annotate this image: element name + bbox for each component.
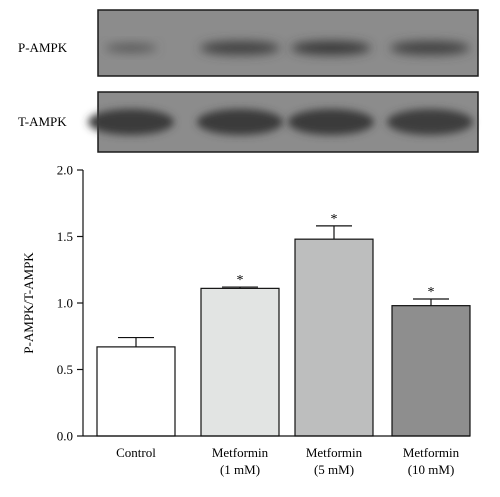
bar: [391, 305, 471, 437]
significance-marks: * * *: [237, 212, 435, 300]
blot-bands: [88, 41, 473, 135]
y-tick-label: 1.5: [57, 229, 73, 244]
blot-label: T-AMPK: [18, 114, 67, 129]
blot-band: [200, 41, 280, 55]
bar: [96, 346, 176, 437]
blot-band: [387, 109, 473, 135]
bar: [294, 238, 374, 437]
bar: [200, 287, 280, 437]
x-tick-label: Metformin: [403, 445, 460, 460]
significance-star: *: [428, 285, 435, 300]
x-tick-labels: Control Metformin (1 mM) Metformin (5 mM) Met…: [116, 445, 460, 477]
significance-star: *: [331, 212, 338, 227]
x-tick-label: (5 mM): [314, 462, 354, 477]
y-tick-label: 2.0: [57, 163, 73, 178]
blot-band: [291, 41, 371, 55]
x-tick-label: Metformin: [212, 445, 269, 460]
blot-panels: P-AMPK T-AMPK: [18, 9, 479, 153]
x-tick-label: Control: [116, 445, 156, 460]
significance-star: *: [237, 273, 244, 288]
error-bars: [118, 225, 449, 347]
y-tick-label: 0.0: [57, 429, 73, 444]
y-ticks: 0.0 0.5 1.0 1.5 2.0: [57, 163, 83, 444]
y-axis-label: P-AMPK/T-AMPK: [21, 252, 36, 354]
blot-band: [197, 109, 283, 135]
x-tick-label: (1 mM): [220, 462, 260, 477]
blot-band: [288, 109, 374, 135]
y-tick-label: 1.0: [57, 296, 73, 311]
blot-label: P-AMPK: [18, 40, 68, 55]
bar-chart: * * * 0.0 0.5 1.0 1.5 2.0 Control Metformin (1 m…: [21, 163, 471, 477]
blot-band: [88, 109, 174, 135]
blot-band: [390, 41, 470, 55]
y-tick-label: 0.5: [57, 362, 73, 377]
x-tick-label: Metformin: [306, 445, 363, 460]
blot-band: [105, 43, 157, 53]
x-tick-label: (10 mM): [408, 462, 455, 477]
